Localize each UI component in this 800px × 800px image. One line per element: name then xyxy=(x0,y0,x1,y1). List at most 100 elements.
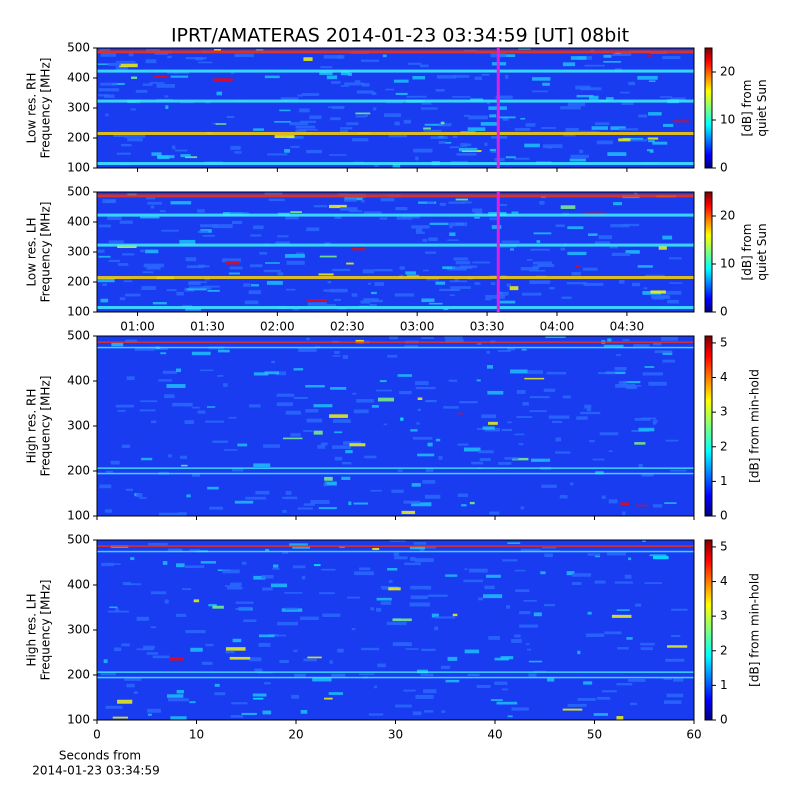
spectrogram-texture xyxy=(200,561,216,564)
spectrogram-texture xyxy=(523,599,537,602)
spectrogram-texture xyxy=(374,269,393,272)
spectrogram-texture xyxy=(165,105,169,110)
spectrogram-texture xyxy=(527,370,544,374)
spectrogram-texture xyxy=(372,547,380,551)
spectrogram-texture xyxy=(141,457,153,461)
spectrogram-texture xyxy=(266,281,283,285)
spectrogram-texture xyxy=(151,420,157,424)
spectrogram-texture xyxy=(541,546,557,549)
spectrogram-texture xyxy=(532,90,548,93)
spectrogram-texture xyxy=(277,272,284,276)
spectrogram-texture xyxy=(576,416,588,420)
spectrogram-texture xyxy=(263,444,280,448)
spectrogram-texture xyxy=(380,601,392,605)
spectrogram-texture xyxy=(499,300,516,304)
spectrogram-band xyxy=(97,194,694,198)
spectrogram-texture xyxy=(464,649,480,654)
spectrogram-texture xyxy=(297,507,313,510)
spectrogram-texture xyxy=(356,399,374,403)
spectrogram-texture xyxy=(539,200,545,205)
spectrogram-texture xyxy=(174,149,188,152)
spectrogram-texture xyxy=(150,591,167,595)
spectrogram-texture xyxy=(439,123,452,127)
spectrogram-texture xyxy=(356,90,374,94)
spectrogram-texture xyxy=(105,113,109,117)
spectrogram-texture xyxy=(292,545,310,549)
spectrogram-texture xyxy=(151,152,162,156)
x-tick-label: 0 xyxy=(93,728,101,742)
x-tick-label: 01:30 xyxy=(190,320,225,334)
spectrogram-texture xyxy=(369,303,377,307)
spectrogram-texture xyxy=(354,571,374,576)
spectrogram-texture xyxy=(616,683,633,686)
spectrogram-texture xyxy=(373,685,378,689)
spectrogram-texture xyxy=(608,499,618,504)
x-tick-label: 01:00 xyxy=(120,320,155,334)
spectrogram-texture xyxy=(486,574,501,578)
spectrogram-texture xyxy=(204,277,211,281)
spectrogram-texture xyxy=(267,153,288,156)
spectrogram-texture xyxy=(331,81,341,84)
spectrogram-texture xyxy=(99,48,110,51)
spectrogram-texture xyxy=(434,626,439,631)
y-tick-label: 400 xyxy=(67,215,90,229)
colorbar-label: [dB] from xyxy=(740,80,754,137)
spectrogram-texture xyxy=(605,371,626,375)
spectrogram-texture xyxy=(226,115,235,119)
spectrogram-texture xyxy=(222,569,240,574)
spectrogram-texture xyxy=(395,206,408,211)
spectrogram-texture xyxy=(411,502,432,507)
spectrogram-texture xyxy=(367,282,372,285)
spectrogram-texture xyxy=(191,351,211,356)
colorbar-tick-label: 5 xyxy=(720,335,728,349)
spectrogram-texture xyxy=(449,224,453,229)
spectrogram-texture xyxy=(374,164,379,167)
spectrogram-texture xyxy=(467,127,486,131)
spectrogram-texture xyxy=(243,619,257,623)
spectrogram-texture xyxy=(184,420,194,424)
spectrogram-texture xyxy=(134,347,155,351)
spectrogram-texture xyxy=(104,509,112,513)
spectrogram-texture xyxy=(371,299,383,303)
spectrogram-texture xyxy=(157,155,170,160)
x-tick-label: 10 xyxy=(189,728,204,742)
spectrogram-texture xyxy=(207,289,220,292)
spectrogram-texture xyxy=(580,411,601,415)
spectrogram-texture xyxy=(443,406,459,409)
spectrogram-texture xyxy=(560,247,566,251)
spectrogram-texture xyxy=(217,375,224,377)
spectrogram-texture xyxy=(160,210,166,213)
spectrogram-texture xyxy=(665,439,679,442)
spectrogram-texture xyxy=(307,302,327,306)
spectrogram-texture xyxy=(125,339,138,343)
spectrogram-texture xyxy=(371,91,377,96)
spectrogram-texture xyxy=(461,504,467,507)
spectrogram-texture xyxy=(520,548,541,552)
spectrogram-texture xyxy=(634,442,646,445)
spectrogram-texture xyxy=(293,565,306,569)
spectrogram-texture xyxy=(388,587,401,591)
spectrogram-texture xyxy=(620,502,630,506)
spectrogram-texture xyxy=(185,308,202,311)
spectrogram-texture xyxy=(125,293,141,297)
spectrogram-texture xyxy=(234,151,242,154)
spectrogram-texture xyxy=(622,511,626,515)
spectrogram-texture xyxy=(635,504,648,507)
spectrogram-texture xyxy=(463,579,483,583)
spectrogram-band xyxy=(97,99,694,103)
spectrogram-texture xyxy=(514,127,531,131)
spectrogram-texture xyxy=(497,204,508,207)
spectrogram-texture xyxy=(167,548,183,553)
colorbar-tick-label: 0 xyxy=(720,161,728,175)
spectrogram-texture xyxy=(648,112,662,116)
spectrogram-texture xyxy=(313,205,328,208)
spectrogram-texture xyxy=(562,62,576,67)
x-tick-label: 60 xyxy=(686,728,701,742)
spectrogram-texture xyxy=(516,416,533,419)
spectrogram-texture xyxy=(255,49,264,51)
spectrogram-texture xyxy=(323,482,327,487)
spectrogram-texture xyxy=(232,467,244,472)
spectrogram-texture xyxy=(518,48,531,50)
spectrogram-texture xyxy=(561,296,572,300)
spectrogram-texture xyxy=(652,419,658,423)
